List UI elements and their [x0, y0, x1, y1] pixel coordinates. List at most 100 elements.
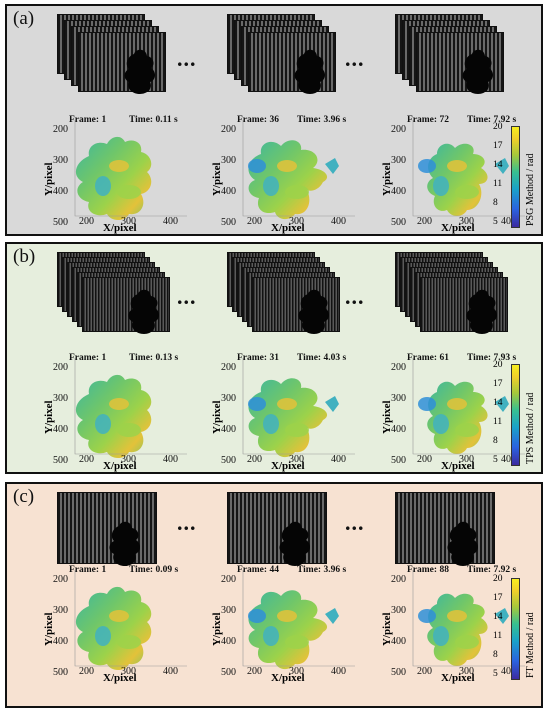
ellipsis: ...	[177, 46, 197, 71]
phase-map-plot: Frame: 1 Time: 0.13 s 200 300 400 500 200 300 40…	[43, 353, 197, 472]
y-tick-label: 500	[391, 455, 406, 466]
colorbar-tick-label: 17	[493, 379, 503, 389]
phase-map-image	[242, 120, 355, 220]
y-tick-label: 300	[391, 605, 406, 616]
colorbar-tick-label: 11	[493, 631, 503, 641]
x-axis-label: X/pixel	[271, 460, 305, 472]
y-tick-label: 500	[391, 217, 406, 228]
panel-label: (c)	[13, 486, 35, 507]
phase-map-image	[74, 120, 187, 220]
fringe-pattern-image	[395, 492, 495, 564]
x-tick-label: 300	[289, 216, 304, 227]
x-tick-label: 200	[417, 216, 432, 227]
x-axis-label: X/pixel	[441, 222, 475, 234]
y-tick-label: 200	[53, 124, 68, 135]
x-axis-label: X/pixel	[271, 222, 305, 234]
y-tick-label: 500	[53, 667, 68, 678]
phase-map-image	[74, 358, 187, 458]
ellipsis: ...	[177, 510, 197, 535]
x-axis-label: X/pixel	[103, 672, 137, 684]
y-tick-label: 200	[53, 362, 68, 373]
y-tick-label: 400	[221, 636, 236, 647]
y-tick-label: 500	[221, 217, 236, 228]
fringe-pattern-image	[57, 492, 157, 564]
phase-map-plot: Frame: 44 Time: 3.96 s 200 300 400 500 200 300 4…	[211, 565, 365, 684]
colorbar-tick-label: 5	[493, 455, 498, 465]
x-tick-label: 400	[163, 454, 178, 465]
colorbar-tick-label: 5	[493, 217, 498, 227]
frame-label: Frame: 88	[407, 565, 449, 575]
y-tick-label: 300	[53, 393, 68, 404]
y-tick-label: 200	[391, 124, 406, 135]
statue-silhouette	[124, 49, 156, 94]
y-axis-label: Y/pixel	[211, 400, 223, 434]
colorbar-tick-label: 20	[493, 122, 503, 132]
y-axis-label: Y/pixel	[381, 612, 393, 646]
x-tick-label: 200	[247, 454, 262, 465]
y-axis-label: Y/pixel	[43, 612, 55, 646]
colorbar-title: PSG Method / rad	[525, 153, 536, 227]
phase-map-image	[412, 120, 525, 217]
statue-silhouette	[466, 289, 498, 334]
y-tick-label: 400	[391, 424, 406, 435]
y-axis-label: Y/pixel	[381, 162, 393, 196]
y-tick-label: 300	[53, 155, 68, 166]
y-tick-label: 200	[391, 362, 406, 373]
x-tick-label: 400	[163, 216, 178, 227]
x-tick-label: 400	[501, 454, 516, 465]
y-axis-label: Y/pixel	[211, 612, 223, 646]
x-axis-label: X/pixel	[103, 222, 137, 234]
y-tick-label: 400	[391, 636, 406, 647]
x-axis-label: X/pixel	[441, 672, 475, 684]
colorbar-tick-label: 17	[493, 141, 503, 151]
statue-silhouette	[298, 289, 330, 334]
x-tick-label: 400	[501, 666, 516, 677]
colorbar-tick-label: 11	[493, 179, 503, 189]
phase-map-plot: Frame: 61 Time: 7.93 s 200 300 400 500 200 300 4…	[381, 353, 535, 472]
statue-silhouette	[279, 521, 311, 566]
colorbar-title: TPS Method / rad	[525, 392, 536, 464]
phase-map-plot: Frame: 36 Time: 3.96 s 200 300 400 500 200 300 4…	[211, 115, 365, 234]
colorbar-tick-label: 5	[493, 669, 498, 679]
x-tick-label: 300	[459, 666, 474, 677]
frame-label: Frame: 1	[69, 353, 107, 363]
frame-label: Frame: 1	[69, 565, 107, 575]
time-label: Time: 7.93 s	[467, 353, 517, 363]
panel-c: (c) ...... Frame: 1 Time: 0.09 s 200 300 400 5…	[5, 482, 543, 708]
x-tick-label: 400	[331, 216, 346, 227]
colorbar-tick-label: 14	[493, 612, 503, 622]
y-tick-label: 400	[53, 186, 68, 197]
ellipsis: ...	[177, 284, 197, 309]
time-label: Time: 7.92 s	[467, 565, 517, 575]
x-tick-label: 400	[163, 666, 178, 677]
y-axis-label: Y/pixel	[43, 400, 55, 434]
time-label: Time: 7.92 s	[467, 115, 517, 125]
x-axis-label: X/pixel	[103, 460, 137, 472]
y-tick-label: 500	[391, 667, 406, 678]
colorbar-tick-label: 20	[493, 574, 503, 584]
x-tick-label: 200	[417, 666, 432, 677]
phase-map-plot: Frame: 31 Time: 4.03 s 200 300 400 500 200 300 4…	[211, 353, 365, 472]
x-tick-label: 200	[79, 216, 94, 227]
time-label: Time: 3.96 s	[297, 115, 347, 125]
y-tick-label: 400	[53, 636, 68, 647]
phase-map-image	[74, 570, 187, 670]
x-axis-label: X/pixel	[441, 460, 475, 472]
panel-b: (b) ...... Frame: 1 Time: 0.13 s 200 300 400 5…	[5, 242, 543, 474]
fringe-pattern-image	[82, 277, 170, 332]
x-tick-label: 300	[289, 666, 304, 677]
x-tick-label: 300	[121, 666, 136, 677]
panel-label: (a)	[13, 8, 35, 29]
fringe-pattern-image	[227, 492, 327, 564]
y-tick-label: 300	[53, 605, 68, 616]
x-tick-label: 300	[121, 454, 136, 465]
x-tick-label: 200	[79, 666, 94, 677]
phase-map-image	[242, 358, 355, 458]
y-axis-label: Y/pixel	[43, 162, 55, 196]
y-tick-label: 400	[53, 424, 68, 435]
y-tick-label: 300	[391, 155, 406, 166]
phase-map-image	[412, 570, 525, 667]
y-tick-label: 300	[391, 393, 406, 404]
frame-label: Frame: 61	[407, 353, 449, 363]
phase-map-plot: Frame: 88 Time: 7.92 s 200 300 400 500 200 300 4…	[381, 565, 535, 684]
